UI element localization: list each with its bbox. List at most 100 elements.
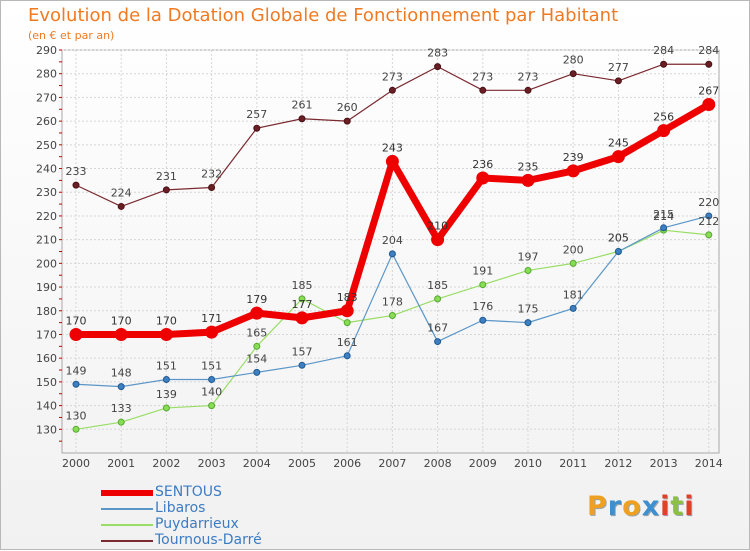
y-tick-label: 150 <box>36 376 57 389</box>
data-label-sentous: 243 <box>382 141 403 154</box>
data-label-sentous: 170 <box>111 314 132 327</box>
data-point-tournous-darr- <box>569 70 577 78</box>
logo-letter: i <box>660 491 671 522</box>
data-point-libaros <box>117 383 125 391</box>
data-label-tournous-darr-: 284 <box>698 44 719 57</box>
data-label-puydarrieux: 214 <box>653 210 674 223</box>
y-tick-label: 130 <box>36 423 57 436</box>
data-label-tournous-darr-: 261 <box>292 99 313 112</box>
data-label-sentous: 177 <box>292 298 313 311</box>
x-tick-label: 2007 <box>378 457 406 470</box>
data-point-sentous <box>566 164 580 178</box>
legend-label: Libaros <box>155 500 206 516</box>
x-tick-label: 2002 <box>152 457 180 470</box>
x-tick-label: 2009 <box>469 457 497 470</box>
data-label-sentous: 235 <box>518 160 539 173</box>
y-tick-label: 220 <box>36 210 57 223</box>
data-point-sentous <box>431 233 445 247</box>
data-label-tournous-darr-: 231 <box>156 170 177 183</box>
x-tick-label: 2004 <box>243 457 271 470</box>
data-label-tournous-darr-: 257 <box>246 108 267 121</box>
data-label-puydarrieux: 140 <box>201 386 222 399</box>
data-label-libaros: 151 <box>201 360 222 373</box>
data-point-sentous <box>521 173 535 187</box>
y-tick-label: 240 <box>36 163 57 176</box>
legend-swatch <box>101 540 153 542</box>
y-tick-label: 250 <box>36 139 57 152</box>
data-label-libaros: 204 <box>382 234 403 247</box>
data-point-libaros <box>208 376 216 384</box>
data-label-sentous: 267 <box>698 85 719 98</box>
legend-swatch <box>101 524 153 526</box>
data-point-tournous-darr- <box>660 60 668 68</box>
data-point-sentous <box>205 325 219 339</box>
data-point-libaros <box>660 224 668 232</box>
x-tick-label: 2006 <box>333 457 361 470</box>
y-tick-label: 180 <box>36 305 57 318</box>
data-label-sentous: 210 <box>427 220 448 233</box>
data-point-sentous <box>295 311 309 325</box>
data-label-puydarrieux: 165 <box>246 326 267 339</box>
data-point-tournous-darr- <box>434 63 442 71</box>
data-label-puydarrieux: 200 <box>563 243 584 256</box>
data-point-sentous <box>114 327 128 341</box>
data-point-libaros <box>388 250 396 258</box>
data-point-libaros <box>72 380 80 388</box>
data-label-libaros: 205 <box>608 232 629 245</box>
data-label-tournous-darr-: 273 <box>518 70 539 83</box>
data-point-sentous <box>702 98 716 112</box>
data-point-puydarrieux <box>524 266 532 274</box>
y-tick-label: 290 <box>36 44 57 57</box>
y-tick-label: 280 <box>36 68 57 81</box>
data-point-tournous-darr- <box>705 60 713 68</box>
data-label-libaros: 167 <box>427 322 448 335</box>
x-tick-label: 2005 <box>288 457 316 470</box>
data-point-puydarrieux <box>117 418 125 426</box>
data-label-tournous-darr-: 260 <box>337 101 358 114</box>
data-label-libaros: 154 <box>246 352 267 365</box>
y-tick-label: 210 <box>36 234 57 247</box>
data-point-tournous-darr- <box>388 86 396 94</box>
chart-title: Evolution de la Dotation Globale de Fonc… <box>28 5 619 26</box>
legend-label: Tournous-Darré <box>155 532 262 548</box>
data-point-puydarrieux <box>162 404 170 412</box>
data-point-tournous-darr- <box>343 117 351 125</box>
data-label-libaros: 157 <box>292 345 313 358</box>
proxiti-logo: Proxiti <box>587 491 695 522</box>
data-label-puydarrieux: 191 <box>472 265 493 278</box>
data-label-libaros: 220 <box>698 196 719 209</box>
y-tick-label: 160 <box>36 352 57 365</box>
data-point-puydarrieux <box>343 319 351 327</box>
data-label-puydarrieux: 178 <box>382 296 403 309</box>
data-point-puydarrieux <box>388 312 396 320</box>
data-label-tournous-darr-: 277 <box>608 61 629 74</box>
data-point-puydarrieux <box>72 425 80 433</box>
data-point-puydarrieux <box>479 281 487 289</box>
data-point-tournous-darr- <box>614 77 622 85</box>
data-point-puydarrieux <box>208 402 216 410</box>
data-label-tournous-darr-: 273 <box>472 70 493 83</box>
data-label-tournous-darr-: 233 <box>66 165 87 178</box>
x-tick-label: 2013 <box>650 457 678 470</box>
data-point-puydarrieux <box>298 295 306 303</box>
logo-letter: i <box>684 491 695 522</box>
data-point-tournous-darr- <box>298 115 306 123</box>
data-label-puydarrieux: 185 <box>427 279 448 292</box>
logo-letter: t <box>670 491 685 522</box>
x-tick-label: 2001 <box>107 457 135 470</box>
x-tick-label: 2011 <box>559 457 587 470</box>
data-label-sentous: 245 <box>608 137 629 150</box>
data-point-libaros <box>298 361 306 369</box>
data-point-puydarrieux <box>569 259 577 267</box>
data-point-puydarrieux <box>434 295 442 303</box>
data-point-tournous-darr- <box>72 181 80 189</box>
data-label-sentous: 236 <box>472 158 493 171</box>
x-tick-label: 2012 <box>604 457 632 470</box>
data-label-tournous-darr-: 232 <box>201 167 222 180</box>
data-point-sentous <box>611 150 625 164</box>
data-label-puydarrieux: 133 <box>111 402 132 415</box>
data-label-tournous-darr-: 280 <box>563 54 584 67</box>
data-label-libaros: 176 <box>472 300 493 313</box>
data-point-libaros <box>343 352 351 360</box>
